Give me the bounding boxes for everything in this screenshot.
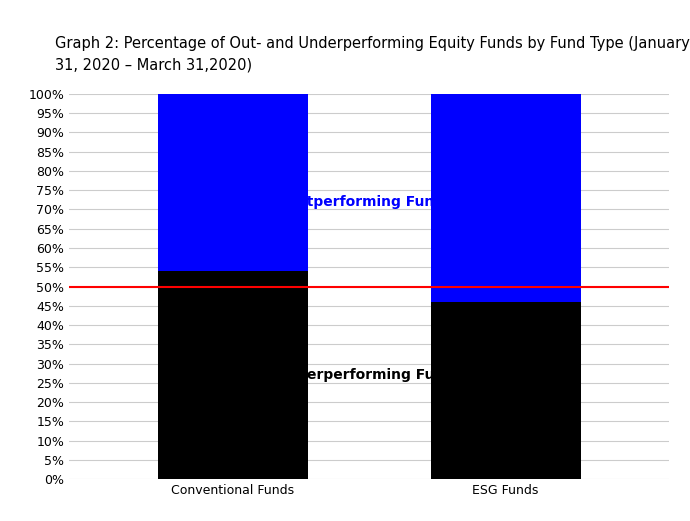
Bar <box>431 302 580 479</box>
Text: Outperforming Funds: Outperforming Funds <box>286 195 453 209</box>
Text: Graph 2: Percentage of Out- and Underperforming Equity Funds by Fund Type (Janua: Graph 2: Percentage of Out- and Underper… <box>55 36 690 52</box>
Text: Underperforming Funds: Underperforming Funds <box>276 368 462 382</box>
Bar <box>431 94 580 302</box>
Bar <box>158 94 308 271</box>
Bar <box>158 271 308 479</box>
Text: 31, 2020 – March 31,2020): 31, 2020 – March 31,2020) <box>55 57 253 72</box>
